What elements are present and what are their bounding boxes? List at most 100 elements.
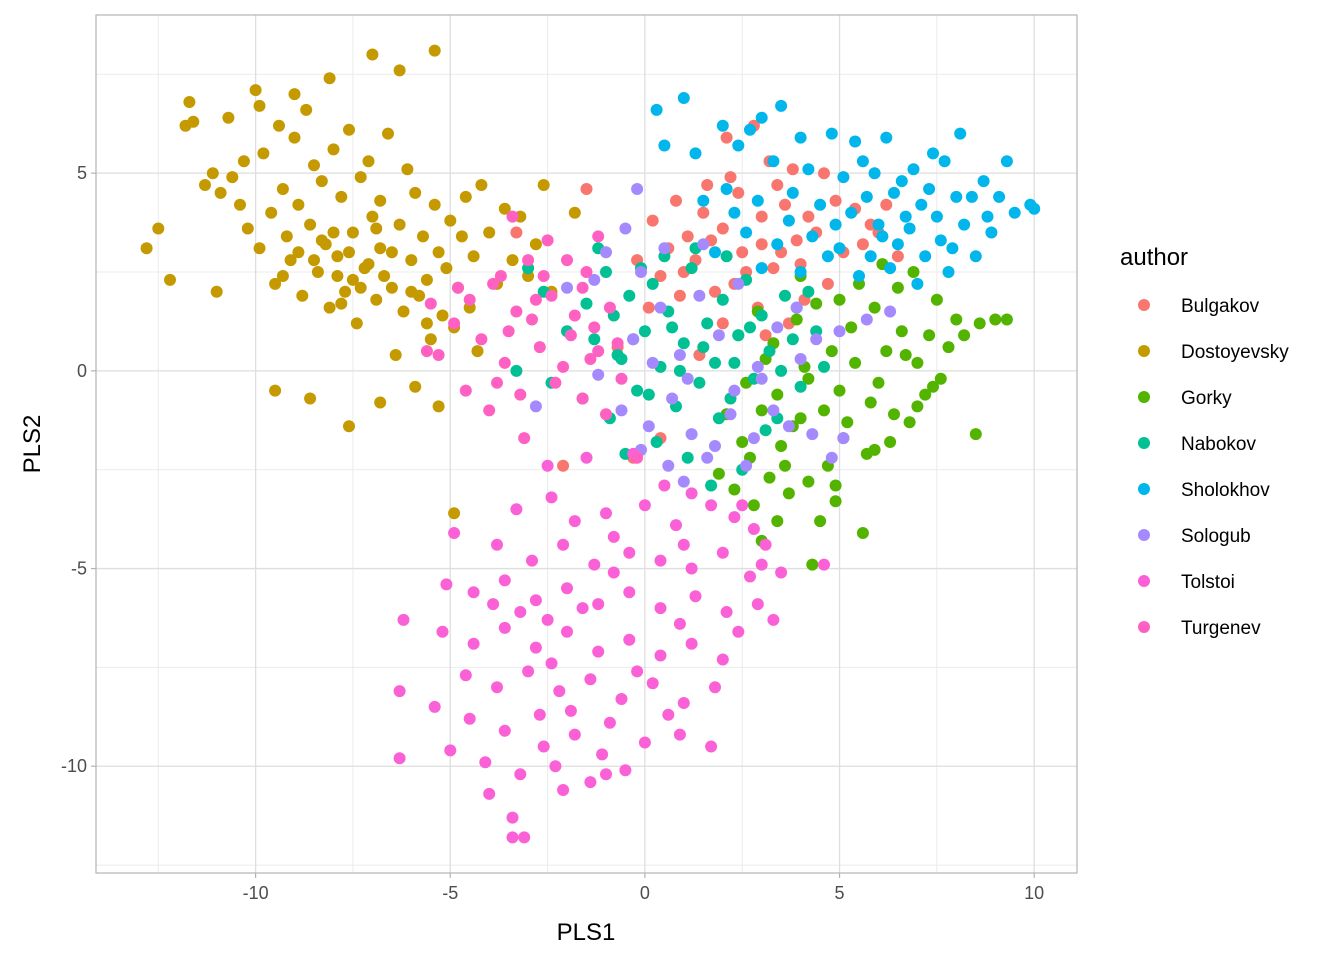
data-point (744, 570, 756, 583)
data-point (767, 155, 780, 168)
data-point (864, 250, 877, 263)
data-point (716, 546, 729, 559)
data-point (183, 96, 196, 108)
legend-key (1138, 299, 1150, 311)
data-point (631, 183, 644, 195)
data-point (483, 787, 496, 800)
data-point (304, 218, 317, 231)
data-point (187, 115, 200, 128)
data-point (771, 388, 784, 401)
data-point (818, 558, 830, 571)
data-point (673, 289, 686, 302)
data-point (506, 210, 519, 223)
data-point (693, 376, 706, 389)
data-point (888, 186, 900, 199)
legend-item-sholokhov: Sholokhov (1138, 480, 1270, 501)
data-point (417, 230, 429, 243)
data-point (973, 317, 986, 330)
data-point (712, 329, 725, 342)
data-point (666, 392, 679, 405)
data-point (732, 139, 745, 152)
data-point (580, 451, 593, 464)
data-point (331, 270, 344, 282)
data-point (782, 214, 795, 227)
data-point (510, 226, 523, 239)
data-point (864, 396, 877, 409)
data-point (899, 349, 912, 361)
data-point (491, 376, 503, 389)
data-point (993, 190, 1006, 203)
data-point (697, 206, 710, 219)
data-point (677, 538, 690, 551)
series-dostoyevsky (140, 44, 581, 520)
data-point (673, 617, 686, 630)
data-point (888, 408, 900, 421)
data-point (876, 230, 889, 243)
data-point (611, 349, 624, 361)
data-point (346, 226, 359, 239)
data-point (646, 677, 659, 690)
legend-label: Turgenev (1181, 618, 1261, 639)
legend-item-nabokov: Nabokov (1138, 434, 1256, 455)
data-point (479, 756, 492, 769)
data-point (740, 226, 753, 239)
data-point (592, 368, 605, 381)
data-point (210, 285, 223, 298)
data-point (720, 606, 733, 618)
series-sholokhov (650, 92, 1041, 290)
data-point (895, 325, 908, 338)
data-point (514, 388, 527, 401)
data-point (592, 598, 605, 611)
data-point (938, 155, 951, 168)
data-point (257, 147, 270, 160)
data-point (1000, 313, 1013, 326)
data-point (701, 317, 714, 330)
data-point (269, 384, 282, 397)
data-point (533, 708, 546, 721)
data-point (292, 198, 305, 211)
data-point (393, 218, 406, 231)
data-point (666, 321, 679, 334)
data-point (771, 321, 784, 334)
data-point (802, 210, 815, 223)
data-point (327, 143, 340, 156)
data-point (467, 250, 480, 263)
data-point (849, 135, 862, 148)
data-point (561, 281, 573, 294)
data-point (529, 400, 542, 413)
data-point (786, 333, 799, 346)
data-point (568, 515, 581, 528)
data-point (712, 412, 725, 425)
data-point (767, 262, 780, 275)
data-point (829, 479, 842, 492)
data-point (825, 127, 838, 140)
data-point (397, 613, 410, 626)
series-turgenev (420, 210, 644, 464)
data-point (498, 356, 511, 369)
data-point (942, 341, 955, 354)
data-point (432, 400, 445, 413)
x-axis: -10 -5 0 5 10 (243, 873, 1044, 903)
data-point (673, 349, 686, 361)
data-point (374, 242, 387, 255)
data-point (510, 305, 523, 318)
data-point (214, 186, 227, 199)
data-point (891, 250, 904, 263)
data-point (374, 194, 387, 207)
data-point (728, 384, 741, 397)
data-point (296, 289, 309, 302)
data-point (335, 297, 348, 310)
data-point (697, 194, 710, 207)
data-point (323, 72, 336, 85)
data-point (755, 210, 768, 223)
data-point (463, 712, 476, 725)
data-point (802, 285, 815, 298)
data-point (923, 329, 936, 342)
data-point (234, 198, 246, 211)
data-point (455, 230, 468, 243)
data-point (631, 451, 644, 464)
data-point (763, 345, 776, 358)
data-point (868, 301, 881, 314)
data-point (720, 131, 733, 144)
data-point (775, 440, 788, 452)
